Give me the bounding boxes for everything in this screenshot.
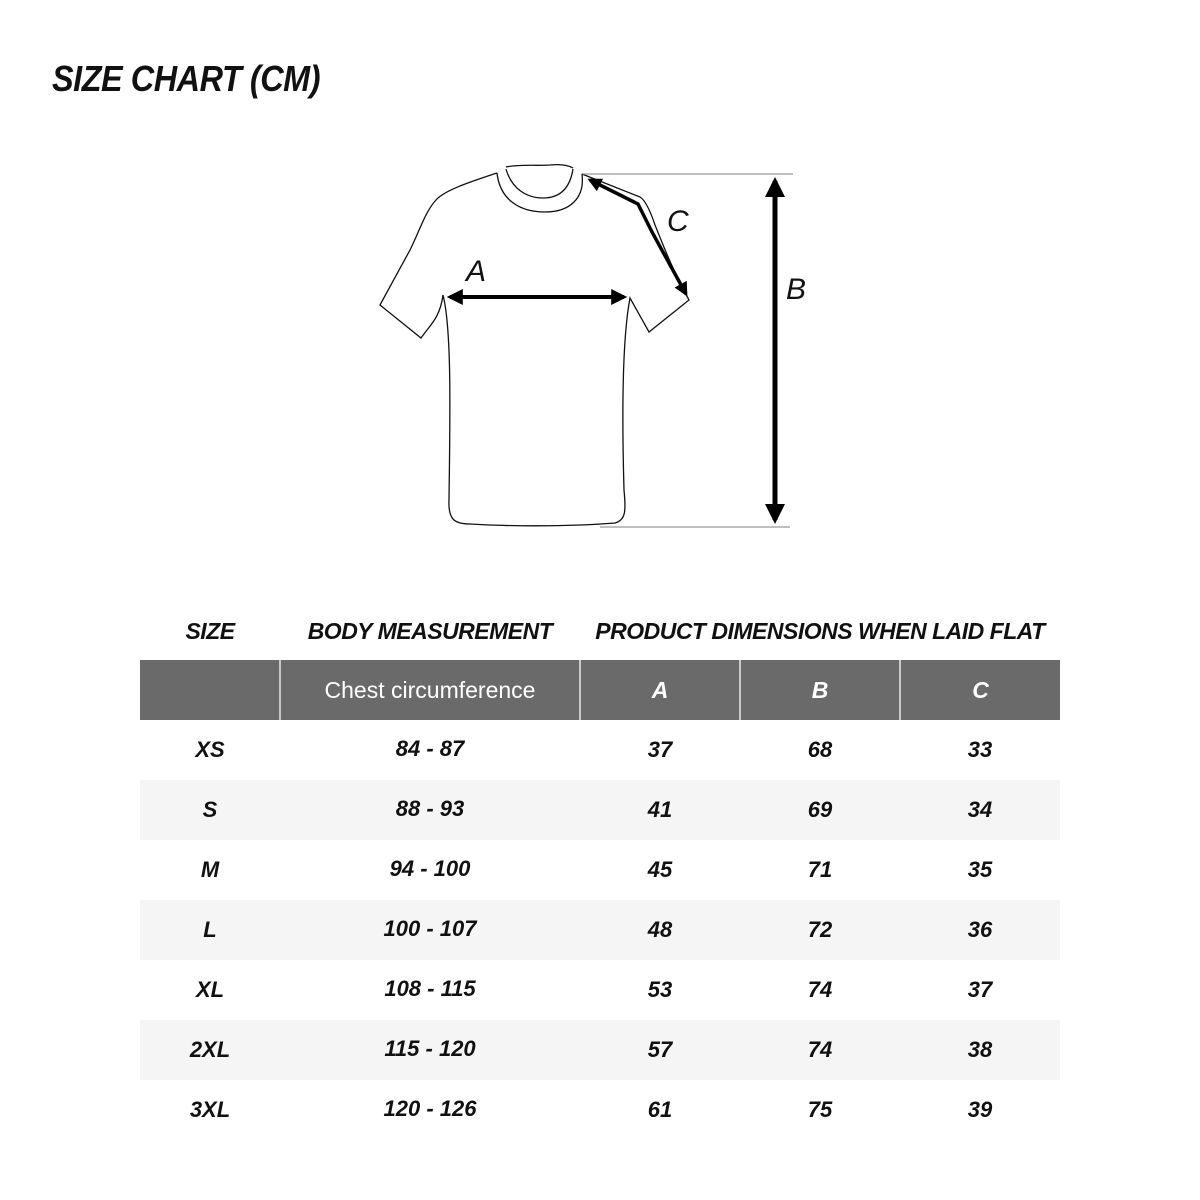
table-row: S 88 - 93 41 69 34 (140, 780, 1060, 840)
cell-b: 71 (807, 857, 833, 882)
header-a: A (579, 660, 740, 720)
tshirt-outline (379, 163, 690, 527)
cell-a: 61 (647, 1097, 673, 1122)
body-measurement-group-header: BODY MEASUREMENT (307, 618, 553, 644)
table-row: XS 84 - 87 37 68 33 (140, 720, 1060, 780)
cell-a: 37 (647, 737, 673, 762)
cell-c: 33 (967, 737, 993, 762)
cell-a: 57 (580, 1020, 740, 1080)
cell-a: 41 (580, 780, 740, 840)
header-chest: Chest circumference (279, 660, 580, 720)
cell-c: 37 (967, 977, 993, 1002)
cell-size: S (140, 780, 280, 840)
cell-size: XL (195, 977, 225, 1002)
label-c: C (667, 205, 689, 238)
cell-c: 35 (967, 857, 993, 882)
cell-c: 38 (900, 1020, 1060, 1080)
cell-b: 74 (807, 977, 833, 1002)
table-row: L 100 - 107 48 72 36 (140, 900, 1060, 960)
cell-chest: 108 - 115 (384, 976, 476, 1001)
cell-a: 53 (647, 977, 673, 1002)
cell-chest: 120 - 126 (383, 1096, 477, 1121)
cell-size: M (200, 857, 220, 882)
cell-b: 75 (807, 1097, 833, 1122)
label-b: B (786, 273, 806, 306)
page-title: SIZE CHART (CM) (52, 58, 321, 99)
cell-size: 2XL (140, 1020, 280, 1080)
cell-size: XS (195, 737, 225, 762)
size-group-header: SIZE (185, 618, 235, 644)
cell-chest: 115 - 120 (280, 1020, 580, 1080)
size-table: Chest circumference A B C XS 84 - 87 37 68 3… (140, 660, 1060, 1140)
header-c: C (899, 660, 1060, 720)
cell-b: 69 (740, 780, 900, 840)
cell-c: 36 (900, 900, 1060, 960)
cell-b: 74 (740, 1020, 900, 1080)
tshirt-measurement-diagram: A C B (379, 163, 806, 528)
header-b: B (739, 660, 900, 720)
cell-chest: 88 - 93 (280, 780, 580, 840)
table-row: XL 108 - 115 53 74 37 (140, 960, 1060, 1020)
table-header-row: Chest circumference A B C (140, 660, 1060, 720)
cell-c: 34 (900, 780, 1060, 840)
table-row: M 94 - 100 45 71 35 (140, 840, 1060, 900)
product-dimensions-group-header: PRODUCT DIMENSIONS WHEN LAID FLAT (595, 618, 1045, 644)
cell-c: 39 (967, 1097, 993, 1122)
label-a: A (464, 255, 486, 288)
cell-a: 45 (647, 857, 673, 882)
table-row: 3XL 120 - 126 61 75 39 (140, 1080, 1060, 1140)
cell-chest: 94 - 100 (389, 856, 471, 881)
cell-chest: 100 - 107 (280, 900, 580, 960)
cell-size: L (140, 900, 280, 960)
cell-a: 48 (580, 900, 740, 960)
table-row: 2XL 115 - 120 57 74 38 (140, 1020, 1060, 1080)
cell-chest: 84 - 87 (395, 736, 465, 761)
cell-size: 3XL (189, 1097, 231, 1122)
cell-b: 72 (740, 900, 900, 960)
header-size (140, 660, 280, 720)
cell-b: 68 (807, 737, 833, 762)
arrow-c (587, 178, 688, 297)
